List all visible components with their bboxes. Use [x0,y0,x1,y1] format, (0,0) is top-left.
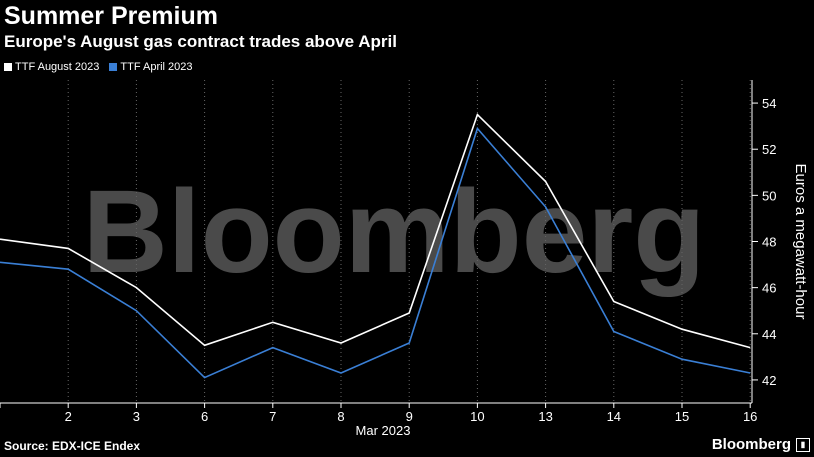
legend-label-august: TTF August 2023 [15,61,100,73]
x-tick-label: 7 [269,409,276,424]
x-tick-label: 6 [201,409,208,424]
x-tick-label: 2 [65,409,72,424]
x-tick-label: 14 [607,409,621,424]
watermark-text: Bloomberg [83,166,706,298]
x-tick-label: 3 [133,409,140,424]
source-note: Source: EDX-ICE Endex [4,439,141,453]
brand-text: Bloomberg [711,436,791,453]
x-tick-label: 10 [470,409,484,424]
legend: TTF August 2023 TTF April 2023 [4,61,193,73]
y-tick-label: 46 [762,281,776,296]
chart-subtitle: Europe's August gas contract trades abov… [4,32,397,51]
legend-label-april: TTF April 2023 [120,61,193,73]
series-line-april [0,126,751,379]
x-axis-label: Mar 2023 [356,423,411,438]
x-tick-label: 16 [743,409,757,424]
y-tick-label: 42 [762,373,776,388]
y-tick-label: 54 [762,96,776,111]
legend-item-august: TTF August 2023 [4,61,99,73]
series-line-august [0,113,751,349]
chart-title: Summer Premium [4,2,218,30]
y-tick-label: 44 [762,327,776,342]
terminal-icon: ▮ [796,437,810,452]
y-tick-label: 52 [762,142,776,157]
y-tick-label: 50 [762,188,776,203]
y-axis-label: Euros a megawatt-hour [792,164,809,320]
line-chart: Bloomberg 2 3 6 7 8 9 10 13 14 15 16 Mar 2023 42 44 46… [0,80,809,438]
x-tick-label: 13 [538,409,552,424]
x-tick-label: 9 [406,409,413,424]
legend-swatch-august [4,63,12,71]
y-tick-label: 48 [762,235,776,250]
series-lines [0,113,751,379]
x-tick-label: 8 [337,409,344,424]
brand-logo: Bloomberg ▮ [712,436,810,453]
axes: 2 3 6 7 8 9 10 13 14 15 16 Mar 2023 42 44 46 48 50 52 54 Eu… [0,80,809,438]
x-tick-label: 15 [675,409,689,424]
legend-item-april: TTF April 2023 [109,61,193,73]
legend-swatch-april [109,63,118,71]
